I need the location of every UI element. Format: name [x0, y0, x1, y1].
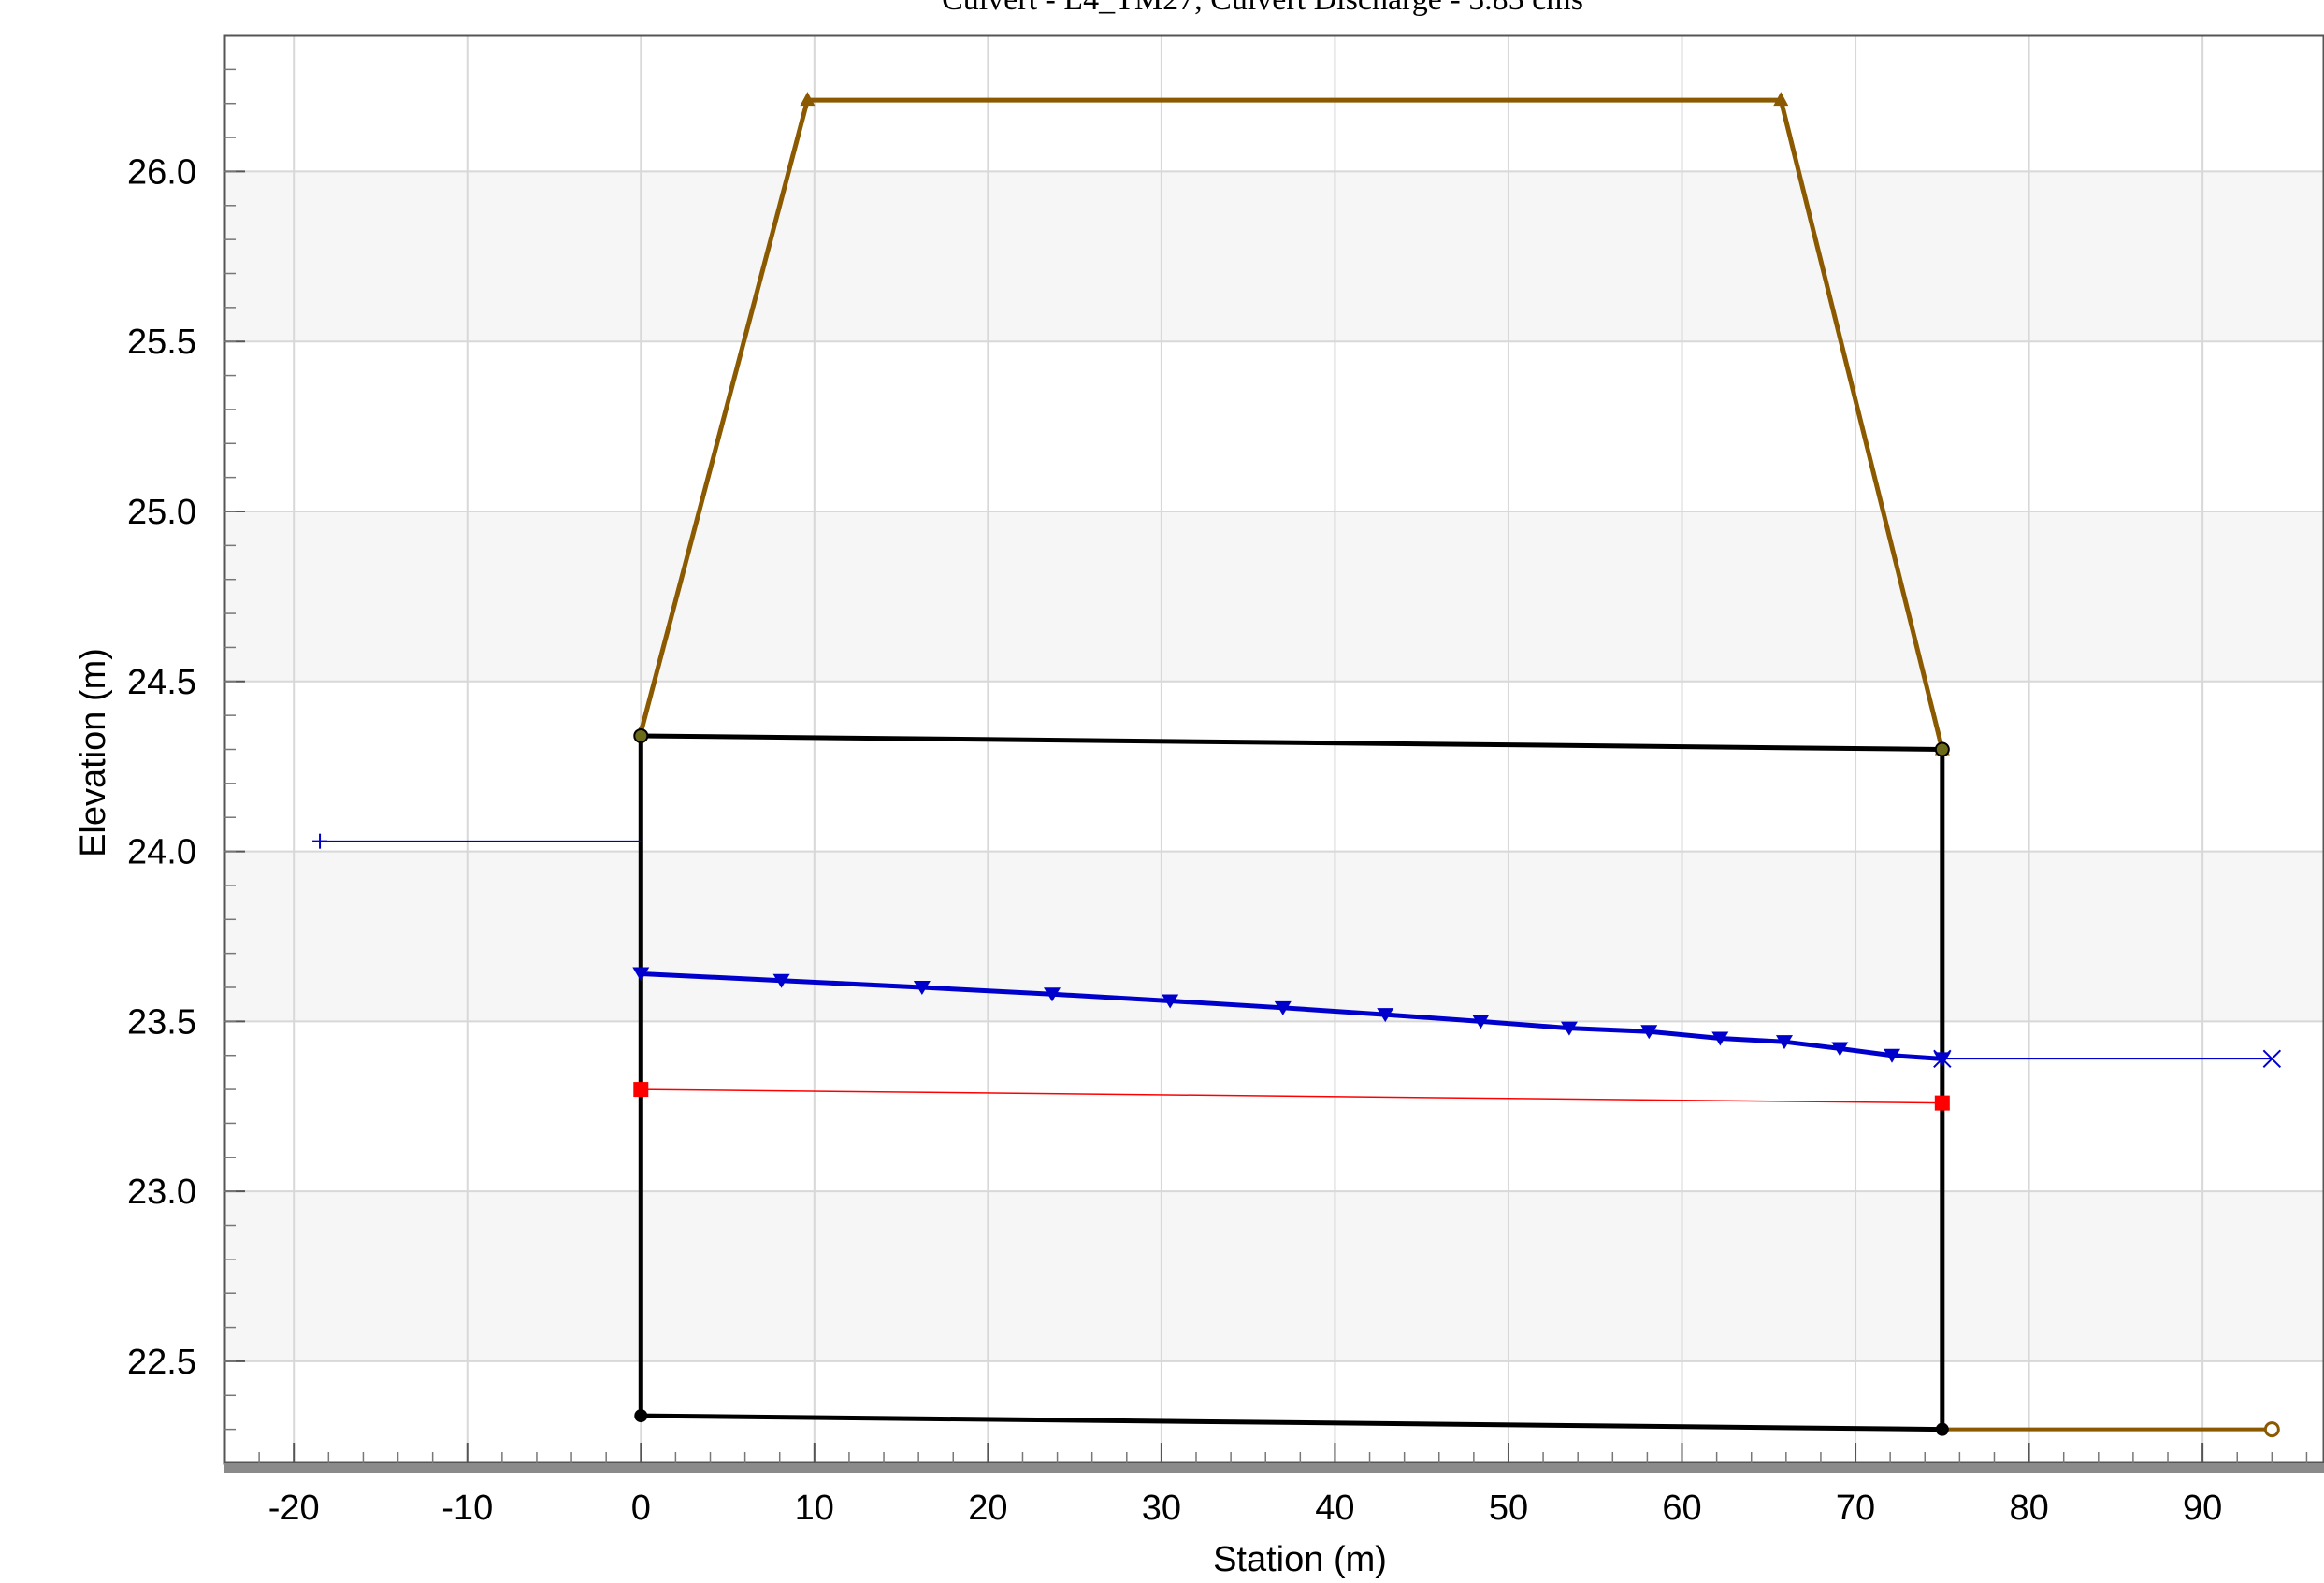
point-tailwater-0	[1933, 1049, 1952, 1069]
point-water-surface-2	[913, 981, 931, 995]
y-tick-label-3: 24.0	[127, 833, 196, 872]
x-tick-label-3: 10	[795, 1489, 834, 1528]
culvert-top-node-0	[633, 727, 649, 743]
point-embankment-1	[800, 92, 816, 107]
y-tick-label-7: 26.0	[127, 152, 196, 192]
point-water-surface-6	[1377, 1008, 1394, 1023]
point-water-surface-7	[1472, 1015, 1490, 1029]
shade-band-3	[224, 1191, 2324, 1361]
gridlines	[224, 36, 2324, 1463]
point-critical-depth-0	[633, 1082, 649, 1098]
y-tick-label-0: 22.5	[127, 1343, 196, 1382]
x-tick-label-5: 30	[1142, 1489, 1181, 1528]
series-critical-depth	[641, 1088, 1942, 1104]
x-tick-label-9: 70	[1836, 1489, 1875, 1528]
point-culvert-invert-1	[1935, 1422, 1949, 1436]
series-layer	[320, 97, 2273, 1432]
y-tick-label-4: 24.5	[127, 663, 196, 702]
y-axis: 22.5 23.0 23.5 24.0 24.5 25.0 25.5 26.0	[127, 68, 245, 1431]
x-axis-label: Station (m)	[1213, 1540, 1387, 1579]
x-axis-bar	[224, 1463, 2324, 1473]
tailwater-channel-end-marker	[2263, 1421, 2280, 1438]
x-tick-label-4: 20	[968, 1489, 1007, 1528]
x-b	[2262, 1049, 2282, 1069]
shade-band-0	[224, 171, 2324, 342]
point-tailwater-1	[2262, 1049, 2282, 1069]
point-culvert-invert-0	[634, 1409, 648, 1423]
series-culvert-invert	[641, 1413, 1942, 1432]
x-tick-label-10: 80	[2009, 1489, 2048, 1528]
x-axis: -20 -10 0 10 20 30 40 50 60 70 80 90	[224, 1443, 2324, 1528]
point-critical-depth-1	[1934, 1095, 1950, 1111]
x-tick-label-6: 40	[1315, 1489, 1354, 1528]
point-water-surface-13	[1884, 1048, 1901, 1063]
y-tick-label-2: 23.5	[127, 1002, 196, 1042]
series-culvert-top	[641, 733, 1942, 752]
x-tick-label-7: 50	[1489, 1489, 1528, 1528]
x-tick-label-8: 60	[1662, 1489, 1701, 1528]
point-water-surface-8	[1560, 1021, 1578, 1036]
y-tick-label-5: 25.0	[127, 493, 196, 532]
x-tick-label-11: 90	[2183, 1489, 2222, 1528]
shade-band-1	[224, 511, 2324, 682]
y-axis-label: Elevation (m)	[74, 648, 113, 857]
point-water-surface-4	[1162, 994, 1179, 1009]
point-headwater-0	[312, 833, 328, 849]
point-water-surface-10	[1711, 1031, 1729, 1046]
point-water-surface-3	[1044, 987, 1061, 1002]
culvert-top-node-1	[1934, 741, 1950, 757]
x-b	[1933, 1049, 1952, 1069]
point-embankment-2	[1773, 92, 1789, 107]
x-tick-label-0: -20	[268, 1489, 320, 1528]
point-water-surface-0	[632, 967, 650, 982]
chart-title: Culvert - L4_TM27, Culvert Discharge - 5…	[942, 0, 1583, 17]
series-embankment	[638, 97, 1945, 751]
point-water-surface-11	[1775, 1035, 1793, 1050]
marker-layer	[312, 92, 2282, 1438]
point-water-surface-1	[772, 973, 790, 988]
x-tick-label-2: 0	[631, 1489, 651, 1528]
background-bands	[224, 171, 2324, 1361]
y-tick-label-6: 25.5	[127, 323, 196, 362]
y-tick-label-1: 23.0	[127, 1173, 196, 1212]
x-tick-label-1: -10	[441, 1489, 493, 1528]
shade-band-2	[224, 851, 2324, 1022]
point-water-surface-9	[1640, 1025, 1658, 1040]
point-water-surface-12	[1831, 1042, 1849, 1057]
point-water-surface-5	[1274, 1000, 1292, 1015]
